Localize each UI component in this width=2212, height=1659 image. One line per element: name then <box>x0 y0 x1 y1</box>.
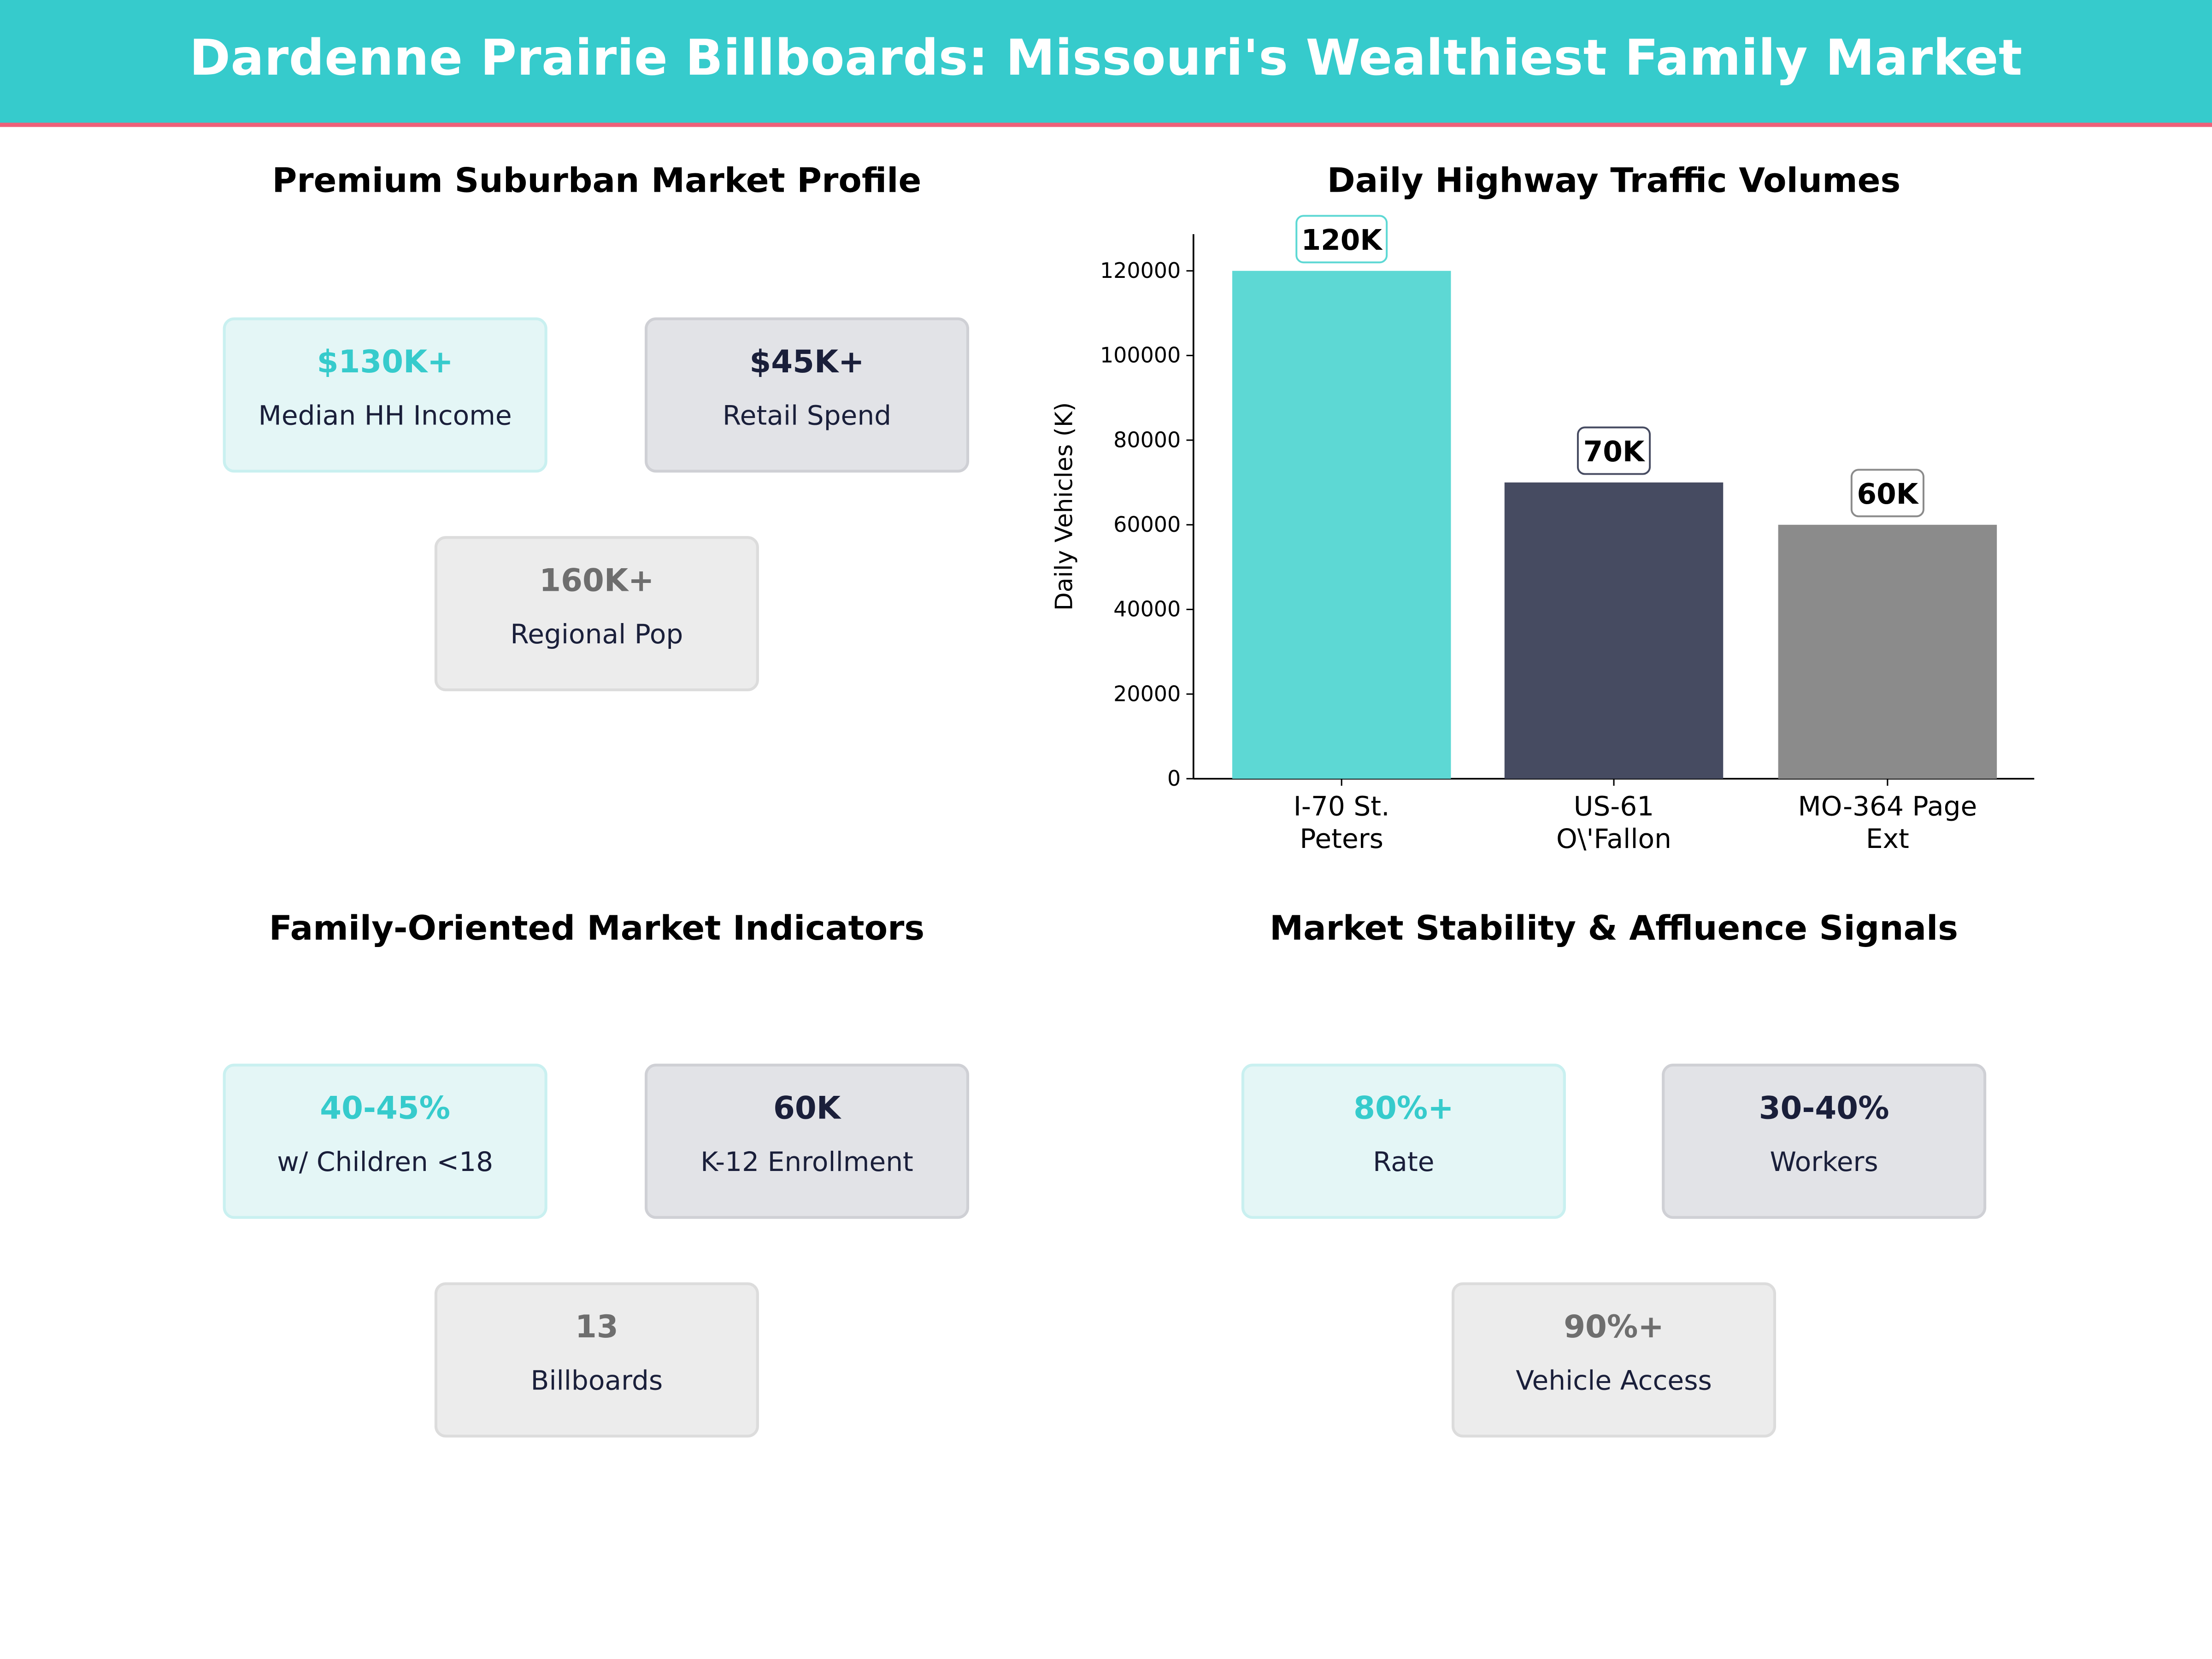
kpi-value: 90%+ <box>1564 1310 1664 1346</box>
y-tick-label: 60000 <box>1113 512 1181 537</box>
kpi-label: Regional Pop <box>510 619 683 651</box>
y-tick-label: 120000 <box>1100 258 1181 283</box>
header-banner: Dardenne Prairie Billboards: Missouri's … <box>0 0 2212 127</box>
stability-signals-title: Market Stability & Affluence Signals <box>1269 908 1959 948</box>
bar <box>1778 524 1997 779</box>
kpi-card-retail-spend: $45K+ Retail Spend <box>644 317 970 473</box>
y-tick-label: 20000 <box>1113 681 1181 706</box>
family-indicators-title: Family-Oriented Market Indicators <box>269 908 925 948</box>
kpi-value: 13 <box>575 1310 618 1346</box>
kpi-label: K-12 Enrollment <box>700 1147 913 1178</box>
data-label-box <box>1295 215 1388 264</box>
x-tick-label: Ext <box>1866 823 1909 854</box>
y-tick-label: 100000 <box>1100 343 1181 368</box>
x-tick-label: O\'Fallon <box>1556 823 1671 854</box>
data-label: 70K <box>1583 435 1646 468</box>
x-tick-label: I-70 St. <box>1294 790 1390 822</box>
kpi-card-children: 40-45% w/ Children <18 <box>223 1064 547 1219</box>
kpi-card-enrollment: 60K K-12 Enrollment <box>644 1064 970 1219</box>
kpi-value: 30-40% <box>1759 1092 1889 1127</box>
market-profile-title: Premium Suburban Market Profile <box>272 160 922 200</box>
y-tick-label: 0 <box>1167 766 1181 791</box>
kpi-label: Retail Spend <box>722 400 892 432</box>
kpi-card-vehicle-access: 90%+ Vehicle Access <box>1451 1282 1777 1438</box>
kpi-value: 60K <box>773 1092 841 1127</box>
kpi-value: 80%+ <box>1353 1092 1454 1127</box>
data-label-box <box>1577 426 1651 475</box>
kpi-label: Workers <box>1770 1147 1878 1178</box>
data-label: 60K <box>1857 478 1919 511</box>
y-tick-label: 80000 <box>1113 427 1181 452</box>
bar <box>1232 271 1451 779</box>
kpi-label: Billboards <box>530 1365 663 1397</box>
kpi-value: $45K+ <box>749 345 865 381</box>
bar <box>1504 482 1724 779</box>
traffic-chart-title: Daily Highway Traffic Volumes <box>1327 160 1901 200</box>
kpi-label: Vehicle Access <box>1516 1365 1712 1397</box>
kpi-value: $130K+ <box>317 345 453 381</box>
kpi-card-regional-pop: 160K+ Regional Pop <box>434 536 759 691</box>
kpi-card-median-income: $130K+ Median HH Income <box>223 317 547 473</box>
x-tick-label: Peters <box>1300 823 1383 854</box>
kpi-card-workers: 30-40% Workers <box>1662 1064 1987 1219</box>
kpi-value: 160K+ <box>539 564 654 600</box>
y-axis-label: Daily Vehicles (K) <box>1051 402 1078 611</box>
x-tick-label: MO-364 Page <box>1798 790 1977 822</box>
y-tick-label: 40000 <box>1113 597 1181 622</box>
x-tick-label: US-61 <box>1574 790 1654 822</box>
data-label-box <box>1850 469 1924 518</box>
data-label: 120K <box>1301 224 1383 257</box>
kpi-card-billboards: 13 Billboards <box>434 1282 759 1438</box>
kpi-label: w/ Children <18 <box>277 1147 494 1178</box>
kpi-label: Median HH Income <box>258 400 512 432</box>
page-title: Dardenne Prairie Billboards: Missouri's … <box>189 30 2023 87</box>
kpi-label: Rate <box>1373 1147 1435 1178</box>
kpi-value: 40-45% <box>320 1092 451 1127</box>
kpi-card-rate: 80%+ Rate <box>1241 1064 1566 1219</box>
